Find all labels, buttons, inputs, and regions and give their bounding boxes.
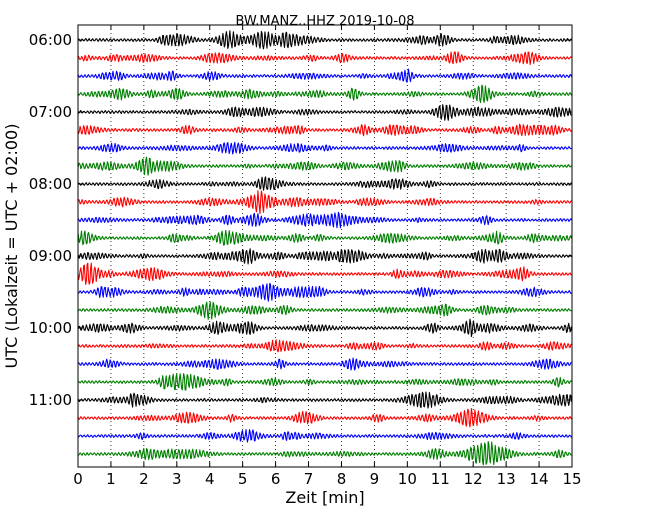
x-tick-label-0: 0 bbox=[73, 470, 83, 488]
trace-1 bbox=[77, 51, 572, 66]
trace-11 bbox=[77, 229, 573, 246]
trace-10 bbox=[77, 211, 572, 229]
trace-14 bbox=[77, 282, 572, 302]
plot-frame bbox=[77, 24, 573, 468]
trace-2 bbox=[77, 68, 573, 83]
x-tick-label-5: 5 bbox=[238, 470, 248, 488]
trace-13 bbox=[77, 262, 572, 285]
y-axis-label: UTC (Lokalzeit = UTC + 02:00) bbox=[2, 124, 21, 369]
trace-12 bbox=[77, 248, 572, 265]
x-tick-label-11: 11 bbox=[431, 470, 450, 488]
grid-lines bbox=[110, 25, 540, 467]
x-tick-label-14: 14 bbox=[530, 470, 549, 488]
x-tick-label-15: 15 bbox=[562, 470, 581, 488]
trace-6 bbox=[77, 141, 572, 155]
x-tick-labels: 0 1 2 3 4 5 6 7 8 9 10 11 12 13 14 15 bbox=[73, 470, 581, 488]
x-tick-label-3: 3 bbox=[172, 470, 182, 488]
y-tick-labels: 06:00 07:00 08:00 09:00 10:00 11:00 bbox=[29, 31, 72, 409]
x-tick-label-1: 1 bbox=[106, 470, 116, 488]
trace-17 bbox=[77, 339, 572, 353]
trace-0 bbox=[77, 30, 572, 50]
trace-23 bbox=[77, 440, 572, 466]
y-tick-label-5: 11:00 bbox=[29, 391, 72, 409]
y-tick-label-0: 06:00 bbox=[29, 31, 72, 49]
trace-15 bbox=[77, 301, 572, 320]
x-axis-label: Zeit [min] bbox=[285, 488, 364, 507]
x-tick-label-7: 7 bbox=[304, 470, 314, 488]
trace-4 bbox=[77, 104, 572, 121]
y-tick-label-3: 09:00 bbox=[29, 247, 72, 265]
x-tick-label-10: 10 bbox=[398, 470, 417, 488]
trace-5 bbox=[77, 123, 572, 137]
trace-3 bbox=[77, 84, 573, 104]
x-tick-label-13: 13 bbox=[497, 470, 516, 488]
trace-16 bbox=[77, 318, 573, 338]
x-tick-label-2: 2 bbox=[139, 470, 149, 488]
x-tick-label-4: 4 bbox=[205, 470, 215, 488]
y-tick-label-1: 07:00 bbox=[29, 103, 72, 121]
trace-21 bbox=[77, 407, 572, 428]
trace-22 bbox=[77, 428, 572, 443]
x-tick-label-12: 12 bbox=[464, 470, 483, 488]
trace-7 bbox=[77, 156, 572, 176]
trace-20 bbox=[77, 391, 573, 409]
trace-9 bbox=[77, 190, 572, 215]
trace-18 bbox=[77, 357, 572, 371]
trace-19 bbox=[77, 373, 572, 391]
axis-ticks bbox=[77, 25, 573, 467]
y-tick-label-2: 08:00 bbox=[29, 175, 72, 193]
x-tick-label-9: 9 bbox=[370, 470, 380, 488]
x-tick-label-8: 8 bbox=[337, 470, 347, 488]
x-tick-label-6: 6 bbox=[271, 470, 281, 488]
trace-group bbox=[77, 30, 573, 466]
chart-title: BW.MANZ..HHZ 2019-10-08 bbox=[235, 14, 414, 29]
y-tick-label-4: 10:00 bbox=[29, 319, 72, 337]
trace-8 bbox=[77, 176, 572, 191]
